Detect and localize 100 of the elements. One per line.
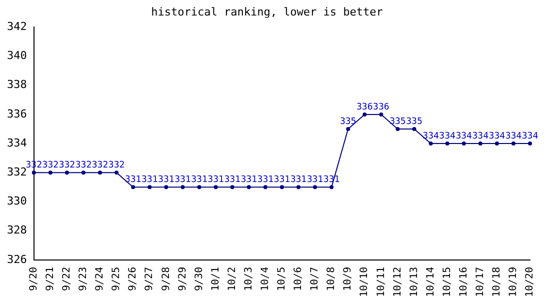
data-label: 331 bbox=[240, 175, 257, 186]
x-tick-label: 10/13 bbox=[408, 266, 420, 298]
x-tick-label: 9/24 bbox=[94, 266, 106, 291]
y-tick-label: 328 bbox=[6, 224, 27, 237]
point bbox=[48, 170, 52, 175]
data-label: 331 bbox=[257, 175, 274, 186]
y-tick-label: 330 bbox=[6, 194, 27, 208]
point bbox=[180, 185, 185, 190]
point bbox=[462, 142, 466, 146]
point bbox=[246, 185, 251, 190]
point bbox=[230, 185, 234, 190]
x-tick-label: 10/18 bbox=[492, 266, 503, 298]
point bbox=[131, 185, 136, 190]
x-tick-label: 10/10 bbox=[359, 266, 370, 298]
x-tick-label: 9/20 bbox=[28, 266, 40, 291]
x-tick-label: 9/21 bbox=[45, 266, 56, 291]
data-label: 332 bbox=[108, 160, 125, 170]
x-tick-label: 9/28 bbox=[160, 266, 172, 291]
point bbox=[164, 185, 168, 190]
x-tick-label: 9/23 bbox=[78, 266, 90, 291]
point bbox=[214, 185, 218, 190]
data-label: 336 bbox=[373, 102, 390, 112]
point bbox=[494, 142, 499, 146]
data-label: 334 bbox=[439, 131, 456, 142]
point bbox=[98, 170, 102, 175]
x-tick-label: 10/20 bbox=[524, 266, 536, 298]
y-tick-label: 334 bbox=[6, 136, 28, 150]
point bbox=[412, 127, 416, 132]
x-tick-label: 10/1 bbox=[210, 266, 222, 291]
data-label: 334 bbox=[488, 131, 506, 142]
x-tick-label: 9/26 bbox=[128, 266, 139, 291]
data-label: 334 bbox=[456, 131, 472, 142]
x-tick-label: 10/15 bbox=[442, 266, 453, 298]
chart-title: historical ranking, lower is better bbox=[151, 5, 384, 18]
x-tick-label: 10/9 bbox=[342, 266, 354, 291]
point bbox=[478, 142, 482, 146]
data-label: 331 bbox=[274, 175, 290, 186]
x-tick-label: 10/11 bbox=[376, 266, 387, 298]
point bbox=[511, 142, 516, 146]
data-label: 331 bbox=[208, 175, 224, 186]
point bbox=[379, 112, 384, 116]
point bbox=[280, 185, 284, 190]
x-tick-label: 9/25 bbox=[111, 266, 122, 291]
x-tick-label: 9/30 bbox=[194, 266, 205, 291]
point bbox=[263, 185, 268, 190]
x-tick-label: 10/16 bbox=[458, 266, 470, 298]
point bbox=[32, 170, 36, 175]
x-tick-label: 10/5 bbox=[276, 266, 288, 291]
point bbox=[81, 170, 86, 175]
data-label: 331 bbox=[174, 175, 191, 186]
data-label: 331 bbox=[142, 175, 158, 186]
x-tick-label: 10/14 bbox=[425, 266, 436, 298]
y-tick-label: 342 bbox=[6, 20, 27, 34]
data-label: 331 bbox=[224, 175, 240, 186]
point bbox=[148, 185, 152, 190]
data-label: 331 bbox=[191, 175, 208, 186]
data-label: 331 bbox=[290, 175, 307, 186]
point bbox=[445, 142, 450, 146]
point bbox=[428, 142, 433, 146]
x-tick-label: 10/17 bbox=[474, 266, 486, 298]
y-tick-label: 336 bbox=[6, 107, 27, 120]
data-label: 334 bbox=[505, 131, 522, 142]
point bbox=[528, 142, 532, 146]
data-label: 332 bbox=[92, 160, 108, 170]
x-tick-label: 9/22 bbox=[62, 266, 73, 291]
data-label: 332 bbox=[58, 160, 76, 170]
y-tick-label: 340 bbox=[6, 49, 27, 62]
point bbox=[296, 185, 300, 190]
data-label: 335 bbox=[406, 116, 422, 127]
x-tick-label: 10/3 bbox=[243, 266, 254, 291]
y-tick-label: 338 bbox=[6, 78, 27, 92]
x-tick-label: 10/19 bbox=[508, 266, 520, 298]
point bbox=[396, 127, 400, 132]
x-tick-label: 10/12 bbox=[392, 266, 404, 298]
x-tick-label: 10/6 bbox=[293, 266, 304, 291]
point bbox=[64, 170, 69, 175]
x-tick-label: 10/2 bbox=[226, 266, 238, 291]
x-tick-label: 10/4 bbox=[260, 266, 271, 291]
y-tick-label: 326 bbox=[6, 252, 27, 266]
data-label: 332 bbox=[75, 160, 92, 170]
y-tick-label: 332 bbox=[6, 165, 27, 178]
x-tick-label: 10/8 bbox=[326, 266, 338, 291]
x-tick-label: 10/7 bbox=[310, 266, 321, 291]
data-label: 334 bbox=[422, 131, 439, 142]
data-label: 332 bbox=[42, 160, 59, 170]
point bbox=[197, 185, 202, 190]
x-tick-label: 9/29 bbox=[177, 266, 188, 291]
data-label: 331 bbox=[158, 175, 174, 186]
data-label: 336 bbox=[356, 102, 373, 112]
data-label: 335 bbox=[340, 116, 356, 127]
data-label: 334 bbox=[472, 131, 489, 142]
point bbox=[114, 170, 119, 175]
point bbox=[330, 185, 334, 190]
point bbox=[362, 112, 367, 116]
data-label: 331 bbox=[124, 175, 142, 186]
data-label: 331 bbox=[306, 175, 324, 186]
point bbox=[313, 185, 318, 190]
data-label: 334 bbox=[522, 131, 538, 142]
x-tick-label: 9/27 bbox=[144, 266, 156, 291]
data-label: 335 bbox=[390, 116, 406, 127]
